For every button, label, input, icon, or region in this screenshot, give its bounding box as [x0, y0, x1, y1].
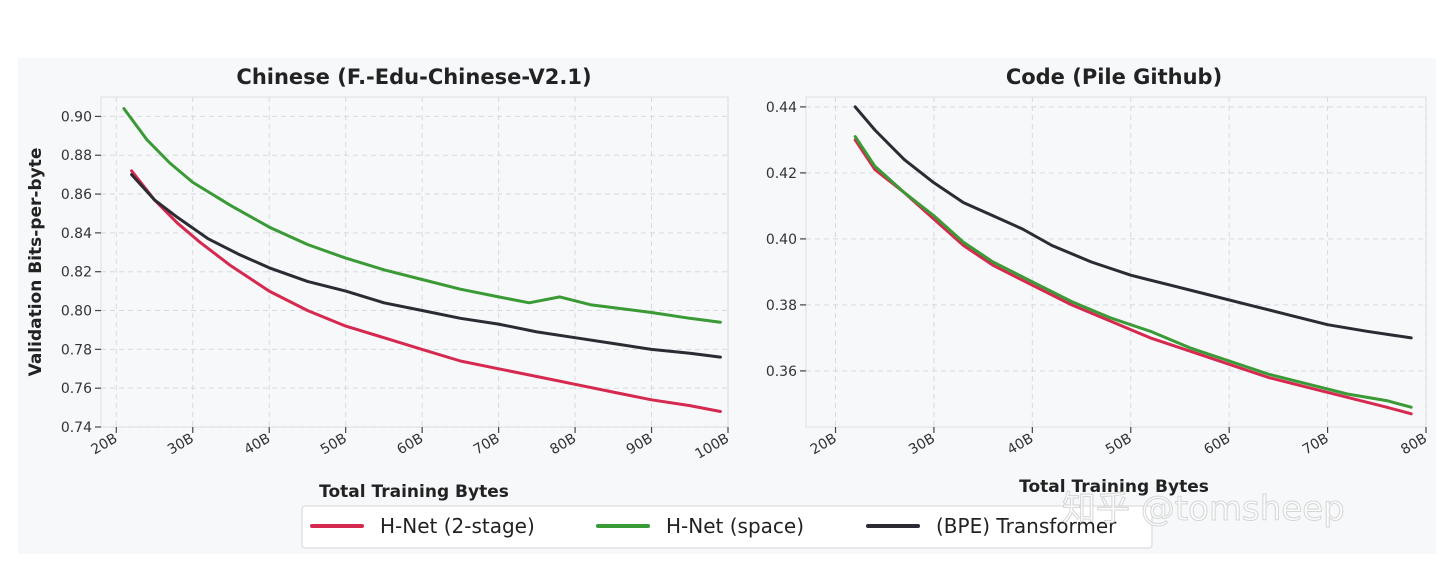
y-tick-label: 0.80 [61, 304, 92, 320]
legend-box [301, 505, 1153, 549]
chart-title: Chinese (F.-Edu-Chinese-V2.1) [236, 65, 591, 89]
plot-area [100, 96, 729, 428]
series-line-hnet-space [853, 135, 1413, 409]
chart-title: Code (Pile Github) [1006, 65, 1222, 89]
y-tick-label: 0.40 [766, 232, 797, 248]
legend-label-hnet-space: H-Net (space) [666, 514, 804, 538]
legend-label-bpe-transformer: (BPE) Transformer [936, 514, 1117, 538]
gridlines [806, 97, 1427, 427]
series-lines [122, 107, 722, 413]
chart-code: 20B 30B 40B 50B 60B 70B 80B 0.360.380.400.420.… [766, 65, 1430, 497]
y-tick-label: 0.88 [61, 148, 92, 164]
legend-label-hnet-2stage: H-Net (2-stage) [380, 514, 535, 538]
plot-area [805, 96, 1427, 428]
y-tick-label: 0.38 [766, 298, 797, 314]
y-tick-label: 0.90 [61, 109, 92, 125]
legend: H-Net (2-stage) H-Net (space) (BPE) Tran… [301, 505, 1153, 549]
x-axis-label: Total Training Bytes [1019, 477, 1209, 497]
y-tick-label: 0.86 [61, 187, 92, 203]
y-tick-label: 0.44 [766, 100, 797, 116]
y-axis-label: Validation Bits-per-byte [26, 148, 46, 377]
x-axis-label: Total Training Bytes [319, 482, 509, 502]
y-tick-label: 0.84 [61, 226, 92, 242]
y-tick-label: 0.78 [61, 342, 92, 358]
y-tick-label: 0.82 [61, 265, 92, 281]
y-tick-label: 0.76 [61, 381, 92, 397]
series-lines [853, 105, 1413, 416]
y-ticks: 0.74 0.76 0.78 0.80 0.82 0.84 0.86 0.88 0.90 [61, 109, 101, 436]
y-tick-label: 0.42 [766, 166, 797, 182]
y-tick-label: 0.74 [61, 420, 92, 436]
y-ticks: 0.36 0.38 0.40 0.42 0.44 [766, 100, 806, 380]
y-tick-label: 0.36 [766, 364, 797, 380]
chart-chinese: 20B 30B 40B 50B 60B 70B 80B 90B 100B 0.740.760.7… [26, 65, 732, 502]
series-line-hnet-2stage [130, 169, 722, 413]
series-line-bpe-transformer [853, 105, 1413, 340]
gridlines [101, 97, 729, 428]
series-line-bpe-transformer [130, 173, 722, 359]
series-line-hnet-space [122, 107, 722, 324]
series-line-hnet-2stage [853, 138, 1413, 416]
watermark: 知乎 @tomsheep [1062, 489, 1345, 529]
